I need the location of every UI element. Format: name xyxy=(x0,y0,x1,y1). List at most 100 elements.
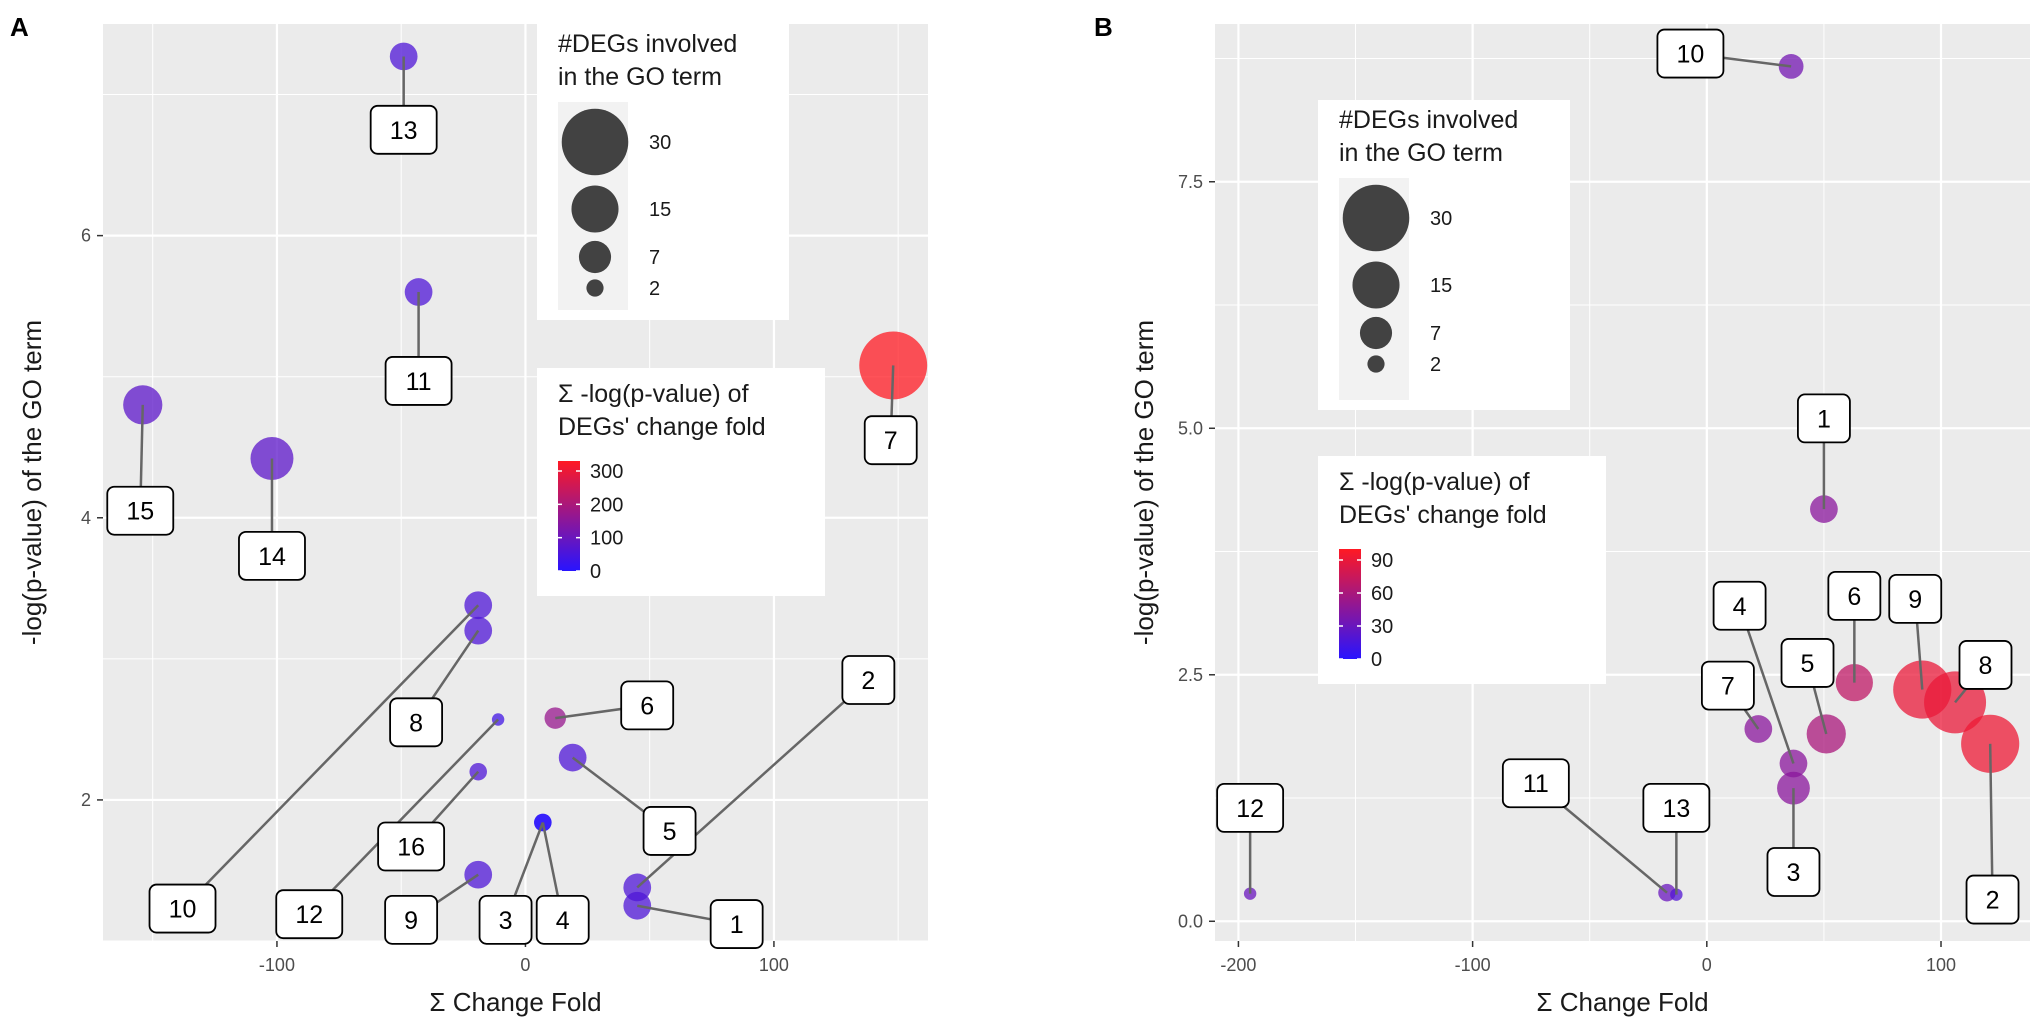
point-label-box xyxy=(1888,573,1943,624)
x-tick-label: -200 xyxy=(1220,955,1256,975)
size-legend-label: 15 xyxy=(649,199,671,221)
y-axis-title: -log(p-value) of the GO term xyxy=(1129,320,1159,645)
point-label-box xyxy=(275,889,344,940)
point-label-box xyxy=(238,530,306,581)
color-legend-title: Σ -log(p-value) of xyxy=(558,380,749,408)
size-legend-label: 2 xyxy=(649,278,660,300)
point-label: 7 xyxy=(884,427,898,455)
x-tick-label: -100 xyxy=(1455,955,1491,975)
y-tick-label: 0.0 xyxy=(1178,911,1203,931)
point-label-box xyxy=(1797,393,1851,444)
y-axis-title: -log(p-value) of the GO term xyxy=(17,320,47,645)
size-legend-circle xyxy=(1352,261,1400,309)
point-label-box xyxy=(389,697,444,748)
size-legend-circle xyxy=(1359,316,1393,350)
point-label-box xyxy=(148,883,217,934)
point-label: 9 xyxy=(404,907,418,935)
point-label: 5 xyxy=(1801,650,1815,678)
color-legend-box xyxy=(537,368,825,596)
point-label: 13 xyxy=(390,117,418,145)
color-legend-label: 90 xyxy=(1371,550,1393,572)
point-label: 4 xyxy=(1733,593,1747,621)
point-label-box xyxy=(1216,782,1285,833)
size-legend-title: in the GO term xyxy=(1339,139,1503,167)
y-tick-label: 6 xyxy=(81,226,91,246)
size-legend-title: #DEGs involved xyxy=(1339,106,1518,134)
size-legend-circle xyxy=(1342,184,1410,252)
point-label: 3 xyxy=(1787,859,1801,887)
point-label: 2 xyxy=(1986,887,2000,915)
x-axis-title: Σ Change Fold xyxy=(1536,987,1708,1017)
leader-line xyxy=(308,718,500,916)
point-label-box xyxy=(642,806,697,856)
y-tick-label: 4 xyxy=(81,508,91,528)
size-legend-label: 2 xyxy=(1430,354,1441,376)
point-label: 1 xyxy=(730,911,744,939)
leader-line xyxy=(181,604,480,910)
size-legend-circle xyxy=(561,108,629,176)
point-label-box xyxy=(106,485,175,536)
point-label-box xyxy=(384,894,439,945)
color-legend-box xyxy=(1318,456,1606,684)
color-legend-label: 100 xyxy=(590,528,623,550)
data-point xyxy=(558,743,587,772)
point-label-box xyxy=(1700,660,1755,711)
size-legend-title: #DEGs involved xyxy=(558,30,737,58)
leader-line xyxy=(1738,605,1795,764)
x-axis-title: Σ Change Fold xyxy=(429,987,601,1017)
x-tick-label: 0 xyxy=(520,955,530,975)
point-label-box xyxy=(1827,570,1882,621)
point-label-box xyxy=(863,415,918,466)
point-label: 13 xyxy=(1662,795,1690,823)
leader-line xyxy=(1988,743,1994,900)
point-label-box xyxy=(377,821,446,872)
size-legend-label: 7 xyxy=(1430,323,1441,345)
point-label: 8 xyxy=(409,709,423,737)
point-label-box xyxy=(369,104,438,155)
point-label: 11 xyxy=(1523,770,1549,798)
point-label-box xyxy=(1712,580,1767,631)
point-label: 6 xyxy=(1847,583,1861,611)
color-legend-bar xyxy=(1339,549,1361,659)
color-legend-title: DEGs' change fold xyxy=(1339,501,1547,529)
point-label: 8 xyxy=(1979,652,1993,680)
point-label-box xyxy=(1965,874,2020,925)
color-legend: Σ -log(p-value) of DEGs' change fold 0 30 60… xyxy=(1318,456,1606,684)
point-label-box xyxy=(1501,758,1570,809)
point-label: 10 xyxy=(1677,41,1705,69)
size-legend-label: 7 xyxy=(649,247,660,269)
point-label: 14 xyxy=(258,543,286,571)
color-legend-label: 60 xyxy=(1371,583,1393,605)
size-legend-title: in the GO term xyxy=(558,63,722,91)
size-legend-label: 30 xyxy=(649,132,671,154)
y-tick-label: 2 xyxy=(81,790,91,810)
point-label: 11 xyxy=(406,368,432,396)
panel-letter: A xyxy=(10,12,29,42)
point-label-box xyxy=(841,655,896,705)
y-tick-label: 7.5 xyxy=(1178,172,1203,192)
size-legend: #DEGs involved in the GO term 30 15 7 2 xyxy=(1318,100,1570,410)
color-legend-label: 200 xyxy=(590,494,623,516)
point-label: 12 xyxy=(295,901,323,929)
point-label: 7 xyxy=(1721,673,1735,701)
size-legend-circle xyxy=(578,240,612,274)
x-tick-label: 0 xyxy=(1702,955,1712,975)
point-label: 6 xyxy=(640,692,654,720)
point-label: 1 xyxy=(1817,405,1831,433)
point-label-box xyxy=(620,680,675,731)
color-legend: Σ -log(p-value) of DEGs' change fold 0 100 2… xyxy=(537,368,825,596)
point-label: 12 xyxy=(1236,795,1264,823)
data-point xyxy=(1777,771,1810,805)
point-label-box xyxy=(535,894,590,945)
point-label: 15 xyxy=(126,498,154,526)
color-legend-label: 30 xyxy=(1371,616,1393,638)
point-label-box xyxy=(1656,28,1725,79)
data-point xyxy=(464,616,493,645)
point-label-box xyxy=(1780,638,1835,688)
size-legend-label: 30 xyxy=(1430,208,1452,230)
x-tick-label: 100 xyxy=(759,955,789,975)
